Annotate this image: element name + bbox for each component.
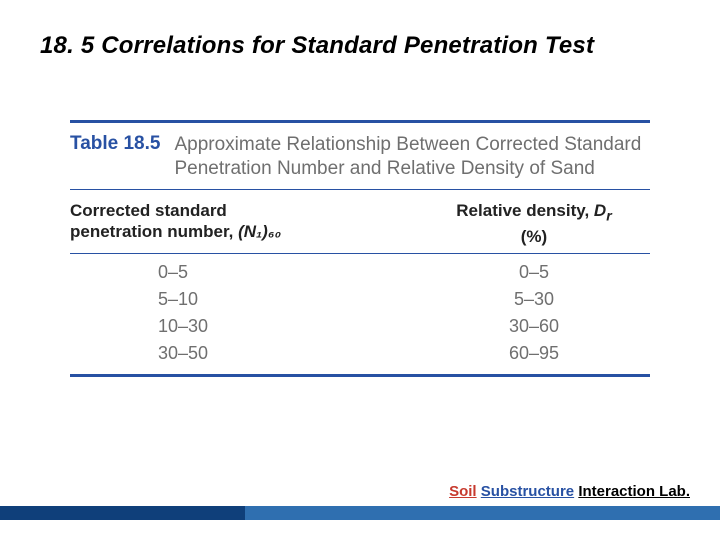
- footer-bar-light: [245, 506, 720, 520]
- footer-word-interaction-lab: Interaction Lab.: [578, 483, 690, 500]
- table-cell: 5–30: [514, 289, 554, 310]
- col-header-right-b: Dr: [594, 201, 612, 220]
- footer-word-substructure: Substructure: [481, 483, 574, 500]
- column-headers: Corrected standard penetration number, (…: [70, 200, 650, 247]
- footer-word-soil: Soil: [449, 483, 477, 500]
- col-header-left-symbol: (N₁)₆₀: [238, 222, 281, 241]
- col-header-right-a: Relative density,: [456, 201, 594, 220]
- rule-mid-2: [70, 253, 650, 254]
- table-cell: 0–5: [519, 262, 549, 283]
- table-data: 0–5 5–10 10–30 30–50 0–5 5–30 30–60 60–9…: [70, 262, 650, 364]
- rule-bottom: [70, 374, 650, 377]
- table-title-row: Table 18.5 Approximate Relationship Betw…: [70, 133, 650, 181]
- footer-lab-label: Soil Substructure Interaction Lab.: [449, 483, 690, 500]
- footer-bar-dark: [0, 506, 245, 520]
- col-header-left: Corrected standard penetration number, (…: [70, 200, 418, 247]
- col-header-left-line1: Corrected standard: [70, 201, 227, 220]
- slide: 18. 5 Correlations for Standard Penetrat…: [0, 0, 720, 540]
- table-cell: 30–50: [158, 343, 418, 364]
- table-cell: 5–10: [158, 289, 418, 310]
- table-18-5: Table 18.5 Approximate Relationship Betw…: [70, 120, 650, 387]
- footer-bar: [0, 506, 720, 520]
- table-cell: 60–95: [509, 343, 559, 364]
- dr-r: r: [606, 208, 612, 224]
- table-label: Table 18.5: [70, 133, 160, 155]
- col-header-left-line2a: penetration number,: [70, 222, 238, 241]
- data-col-left: 0–5 5–10 10–30 30–50: [70, 262, 418, 364]
- rule-top: [70, 120, 650, 123]
- dr-D: D: [594, 201, 606, 220]
- col-header-right: Relative density, Dr (%): [418, 200, 650, 247]
- table-cell: 10–30: [158, 316, 418, 337]
- table-cell: 30–60: [509, 316, 559, 337]
- section-heading: 18. 5 Correlations for Standard Penetrat…: [40, 32, 594, 60]
- table-caption: Approximate Relationship Between Correct…: [174, 133, 650, 181]
- col-header-right-line2: (%): [521, 227, 547, 246]
- table-cell: 0–5: [158, 262, 418, 283]
- rule-mid-1: [70, 189, 650, 190]
- data-col-right: 0–5 5–30 30–60 60–95: [418, 262, 650, 364]
